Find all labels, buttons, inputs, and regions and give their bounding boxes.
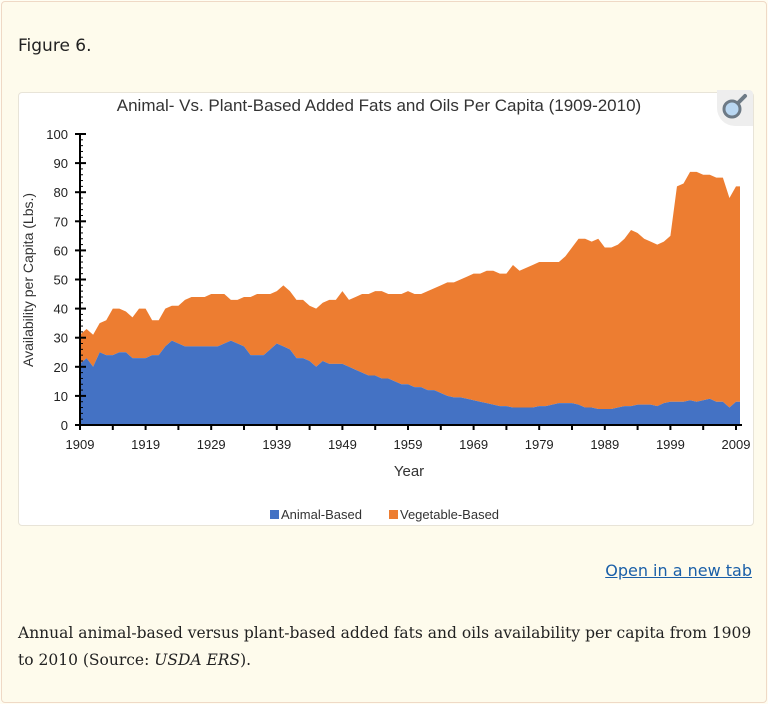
x-tick-label: 1919 [131,437,160,452]
x-tick-label: 1949 [328,437,357,452]
area-animal-based [80,340,740,425]
y-tick-label: 30 [54,331,68,346]
x-tick-label: 2009 [722,437,751,452]
legend-label-vegetable: Vegetable-Based [400,507,499,522]
y-axis-label: Availability per Capita (Lbs.) [20,193,36,367]
legend-swatch-animal [270,510,279,519]
x-tick-label: 1979 [525,437,554,452]
chart-svg: Animal- Vs. Plant-Based Added Fats and O… [20,96,751,522]
chart: Animal- Vs. Plant-Based Added Fats and O… [18,92,754,526]
open-in-new-tab-link[interactable]: Open in a new tab [605,561,752,580]
figure-label: Figure 6. [18,36,92,56]
x-tick-label: 1959 [394,437,423,452]
y-tick-label: 0 [61,418,68,433]
legend-label-animal: Animal-Based [281,507,362,522]
x-tick-label: 1909 [66,437,95,452]
y-tick-label: 70 [54,214,68,229]
legend-swatch-vegetable [389,510,398,519]
x-tick-label: 1939 [262,437,291,452]
x-tick-label: 1989 [590,437,619,452]
figure-caption: Annual animal-based versus plant-based a… [18,620,758,674]
caption-source: USDA ERS [154,651,241,669]
y-tick-label: 80 [54,185,68,200]
x-axis-label: Year [394,463,424,480]
area-vegetable-based [80,171,740,409]
y-tick-label: 100 [46,127,68,142]
caption-text: Annual animal-based versus plant-based a… [18,624,752,669]
x-tick-label: 1999 [656,437,685,452]
x-tick-label: 1969 [459,437,488,452]
zoom-image-button[interactable] [717,90,753,126]
y-tick-label: 20 [54,360,68,375]
magnifier-icon [722,94,747,119]
y-tick-label: 40 [54,302,68,317]
y-tick-label: 10 [54,389,68,404]
chart-title: Animal- Vs. Plant-Based Added Fats and O… [117,96,641,115]
x-tick-label: 1929 [197,437,226,452]
y-tick-label: 50 [54,273,68,288]
y-tick-label: 60 [54,243,68,258]
y-tick-label: 90 [54,156,68,171]
caption-end: ). [240,651,252,669]
legend: Animal-Based Vegetable-Based [270,507,499,522]
